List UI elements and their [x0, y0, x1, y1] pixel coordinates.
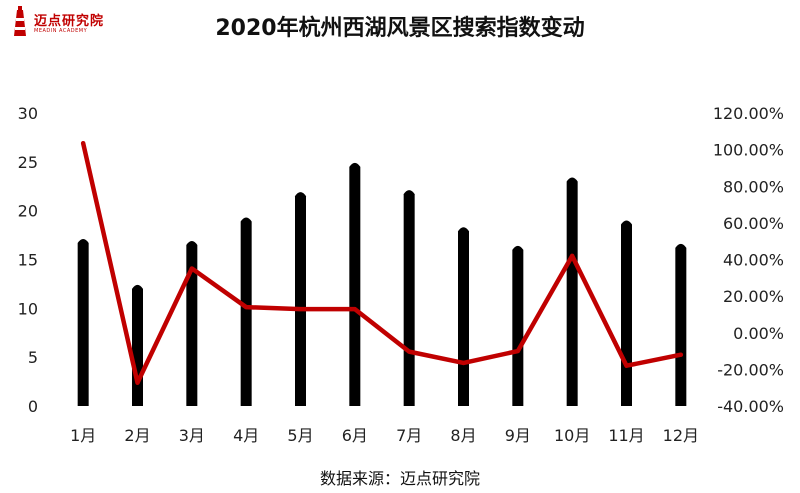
x-tick-label: 4月 [233, 426, 259, 445]
line-point [135, 380, 140, 385]
line-point [189, 266, 194, 271]
x-axis: 1月 2月 3月 4月 5月 6月 7月 8月 9月 10月 11月 12月 [70, 426, 699, 445]
line-point [81, 141, 86, 146]
bar [240, 217, 252, 406]
y-right-tick-label: 80.00% [723, 177, 784, 196]
chart-title: 2020年杭州西湖风景区搜索指数变动 [215, 16, 585, 41]
line-path [80, 140, 684, 385]
y-left-tick-label: 15 [18, 251, 38, 270]
line-point [624, 363, 629, 368]
line-point [570, 253, 575, 258]
bar [403, 190, 415, 406]
y-left-tick-label: 25 [18, 153, 38, 172]
x-tick-label: 10月 [554, 426, 590, 445]
line-point [298, 307, 303, 312]
bar [458, 227, 469, 406]
x-tick-label: 7月 [396, 426, 422, 445]
y-left-tick-label: 5 [28, 348, 38, 367]
line-point [244, 305, 249, 310]
bar [566, 177, 578, 406]
y-right-tick-label: 120.00% [713, 104, 784, 123]
y-right-tick-label: -40.00% [717, 397, 784, 416]
lighthouse-icon [14, 6, 26, 36]
line-point [678, 352, 683, 357]
y-left-tick-label: 20 [18, 202, 38, 221]
x-tick-label: 9月 [505, 426, 531, 445]
x-tick-label: 11月 [608, 426, 644, 445]
data-source: 数据来源：迈点研究院 [319, 469, 480, 488]
y-axis-left: 0 5 10 15 20 25 30 [18, 104, 38, 416]
line-point [407, 349, 412, 354]
y-axis-right: -40.00% -20.00% 0.00% 20.00% 40.00% 60.00% 80.… [713, 104, 784, 416]
logo-subtitle: MEADIN ACADEMY [34, 28, 88, 34]
bar [77, 239, 89, 406]
y-left-tick-label: 10 [18, 299, 38, 318]
brand-logo: 迈点研究院 MEADIN ACADEMY [10, 6, 120, 40]
y-left-tick-label: 30 [18, 104, 38, 123]
bar [512, 245, 524, 406]
logo-name: 迈点研究院 [34, 14, 105, 29]
bar [621, 220, 632, 406]
y-right-tick-label: 20.00% [723, 287, 784, 306]
x-tick-label: 6月 [342, 426, 368, 445]
bar [349, 162, 361, 406]
y-left-tick-label: 0 [28, 397, 38, 416]
bar [675, 243, 687, 406]
line-series [80, 140, 684, 385]
y-right-tick-label: -20.00% [717, 360, 784, 379]
x-tick-label: 8月 [450, 426, 476, 445]
x-tick-label: 12月 [663, 426, 699, 445]
line-point [515, 349, 520, 354]
line-point [352, 307, 357, 312]
bar-series [77, 162, 687, 406]
y-right-tick-label: 60.00% [723, 214, 784, 233]
bar [186, 240, 198, 406]
y-right-tick-label: 0.00% [733, 324, 784, 343]
x-tick-label: 3月 [179, 426, 205, 445]
bar [295, 192, 306, 406]
y-right-tick-label: 100.00% [713, 141, 784, 160]
bar [132, 284, 143, 406]
x-tick-label: 2月 [124, 426, 150, 445]
line-point [461, 360, 466, 365]
x-tick-label: 1月 [70, 426, 96, 445]
x-tick-label: 5月 [287, 426, 313, 445]
y-right-tick-label: 40.00% [723, 251, 784, 270]
